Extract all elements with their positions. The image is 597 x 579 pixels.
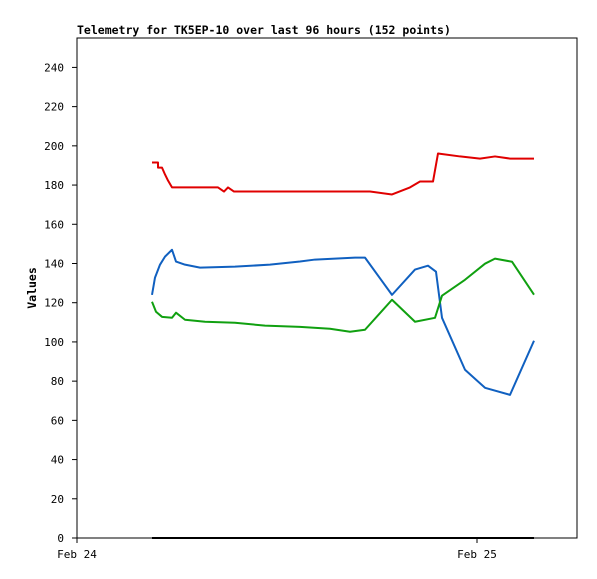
y-tick-label: 180	[44, 179, 64, 192]
x-tick-label: Feb 24	[57, 548, 97, 561]
series-line	[151, 248, 535, 396]
series-line	[151, 257, 535, 333]
y-tick-label: 20	[51, 493, 64, 506]
y-tick-label: 60	[51, 414, 64, 427]
y-tick-label: 140	[44, 257, 64, 270]
y-axis-label: Values	[25, 267, 39, 309]
x-tick-label: Feb 25	[457, 548, 497, 561]
y-tick-label: 80	[51, 375, 64, 388]
y-tick-label: 240	[44, 61, 64, 74]
plot-frame	[76, 37, 578, 539]
series-line	[152, 152, 534, 196]
y-tick-label: 0	[57, 532, 64, 545]
chart-title: Telemetry for TK5EP-10 over last 96 hour…	[77, 23, 451, 37]
y-tick-label: 40	[51, 454, 64, 467]
y-tick-label: 160	[44, 218, 64, 231]
y-tick-label: 200	[44, 140, 64, 153]
y-tick-label: 100	[44, 336, 64, 349]
y-tick-label: 220	[44, 101, 64, 114]
y-tick-label: 120	[44, 297, 64, 310]
